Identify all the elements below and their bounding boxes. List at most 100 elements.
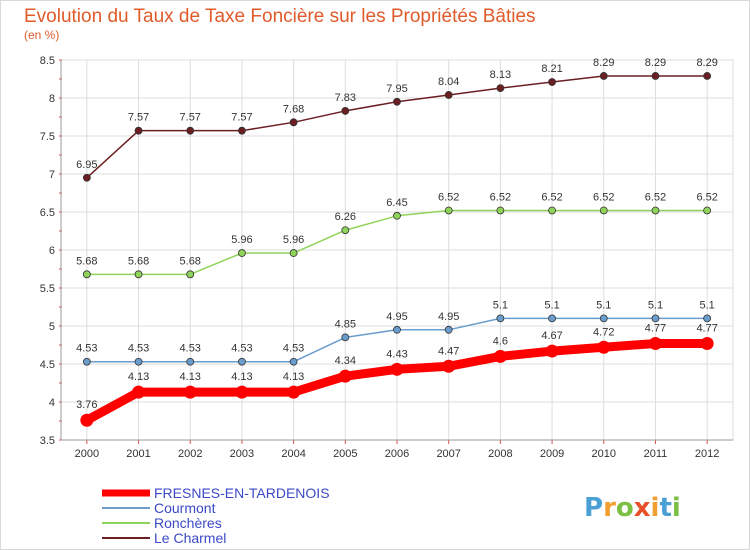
- data-label: 6.45: [386, 197, 407, 209]
- data-point: [703, 314, 712, 323]
- legend-label: Le Charmel: [154, 530, 226, 546]
- data-label: 4.13: [231, 371, 252, 383]
- x-tick-label: 2010: [592, 448, 616, 460]
- data-point: [393, 97, 401, 106]
- data-label: 6.52: [593, 191, 614, 203]
- data-label: 4.6: [493, 335, 508, 347]
- data-point: [186, 270, 195, 279]
- data-point: [82, 270, 91, 279]
- data-label: 5.1: [596, 299, 611, 311]
- legend-label: Ronchères: [154, 515, 222, 531]
- data-point: [341, 333, 350, 342]
- data-point: [393, 211, 401, 220]
- chart-title: Evolution du Taux de Taxe Foncière sur l…: [24, 6, 536, 27]
- data-label: 6.95: [76, 159, 97, 171]
- legend-label: Courmont: [154, 500, 216, 516]
- x-tick-label: 2006: [385, 448, 409, 460]
- x-tick-label: 2005: [333, 448, 357, 460]
- data-point: [287, 385, 301, 399]
- data-label: 4.47: [438, 345, 459, 357]
- data-label: 4.53: [231, 343, 252, 355]
- data-point: [338, 369, 352, 383]
- y-tick-label: 7: [49, 169, 55, 181]
- data-point: [548, 314, 556, 323]
- data-point: [341, 107, 350, 115]
- data-label: 4.13: [180, 371, 201, 383]
- data-label: 4.13: [283, 371, 304, 383]
- x-tick-label: 2000: [75, 448, 99, 460]
- x-tick-label: 2007: [436, 448, 460, 460]
- data-label: 5.1: [648, 299, 663, 311]
- data-label: 4.53: [128, 343, 149, 355]
- data-point: [186, 126, 195, 135]
- data-label: 6.52: [645, 191, 666, 203]
- x-tick-label: 2011: [644, 448, 668, 460]
- data-point: [341, 226, 350, 235]
- data-label: 4.53: [76, 343, 97, 355]
- data-label: 7.57: [231, 112, 252, 124]
- data-label: 5.1: [544, 299, 559, 311]
- data-label: 4.13: [128, 371, 149, 383]
- data-label: 4.95: [438, 311, 459, 323]
- data-label: 5.1: [700, 299, 715, 311]
- y-tick-label: 4.5: [40, 359, 55, 371]
- data-point: [289, 357, 298, 366]
- x-tick-label: 2009: [540, 448, 564, 460]
- data-label: 6.52: [541, 191, 562, 203]
- series-fresnes-en-tardenois: 3.76 4.13 4.13 4.13 4.13 4.34 4.43 4.47 4.6 4.67 4…: [76, 322, 718, 427]
- x-tick-label: 2001: [126, 448, 150, 460]
- data-label: 8.29: [645, 57, 666, 69]
- data-label: 5.96: [283, 234, 304, 246]
- data-point: [442, 359, 456, 373]
- data-point: [651, 206, 660, 215]
- data-label: 6.52: [490, 191, 511, 203]
- data-label: 4.67: [541, 330, 562, 342]
- data-point: [134, 270, 143, 279]
- data-label: 5.68: [180, 255, 201, 267]
- data-point: [548, 206, 556, 215]
- y-tick-label: 6: [49, 245, 55, 257]
- data-point: [80, 413, 94, 427]
- data-point: [493, 349, 507, 363]
- data-point: [651, 72, 660, 80]
- logo-letter: i: [651, 493, 660, 523]
- data-label: 4.53: [180, 343, 201, 355]
- series-courmont: 4.53 4.53 4.53 4.53 4.53 4.85 4.95 4.95 5.1 5.1 5.…: [76, 299, 715, 366]
- x-tick-label: 2004: [281, 448, 305, 460]
- data-label: 8.04: [438, 76, 459, 88]
- data-point: [82, 357, 91, 366]
- data-label: 4.77: [696, 322, 717, 334]
- x-tick-label: 2003: [230, 448, 254, 460]
- data-label: 3.76: [76, 399, 97, 411]
- data-label: 7.57: [128, 112, 149, 124]
- data-label: 7.83: [335, 92, 356, 104]
- data-point: [134, 126, 143, 135]
- logo-letter: r: [603, 493, 616, 523]
- data-label: 6.52: [438, 191, 459, 203]
- legend: FRESNES-EN-TARDENOISCourmontRonchèresLe …: [102, 485, 330, 546]
- data-label: 6.52: [696, 191, 717, 203]
- y-tick-label: 3.5: [40, 435, 55, 447]
- data-point: [444, 91, 453, 99]
- data-point: [235, 385, 249, 399]
- y-tick-label: 6.5: [40, 207, 55, 219]
- data-label: 5.68: [128, 255, 149, 267]
- data-point: [238, 249, 246, 257]
- logo-letter: i: [672, 493, 681, 523]
- y-tick-label: 8.5: [40, 55, 55, 67]
- data-point: [700, 336, 714, 350]
- data-point: [703, 72, 712, 80]
- data-point: [599, 314, 608, 323]
- y-tick-label: 5: [49, 321, 55, 333]
- data-label: 8.29: [593, 57, 614, 69]
- data-point: [393, 325, 401, 334]
- data-point: [444, 325, 453, 334]
- x-tick-label: 2008: [488, 448, 512, 460]
- series-ronch-res: 5.68 5.68 5.68 5.96 5.96 6.26 6.45 6.52 6.52 6.52…: [76, 191, 718, 279]
- data-label: 6.26: [335, 211, 356, 223]
- data-label: 5.96: [231, 234, 252, 246]
- data-point: [648, 336, 662, 350]
- data-label: 4.53: [283, 343, 304, 355]
- data-point: [651, 314, 660, 323]
- chart-subtitle: (en %): [24, 28, 59, 42]
